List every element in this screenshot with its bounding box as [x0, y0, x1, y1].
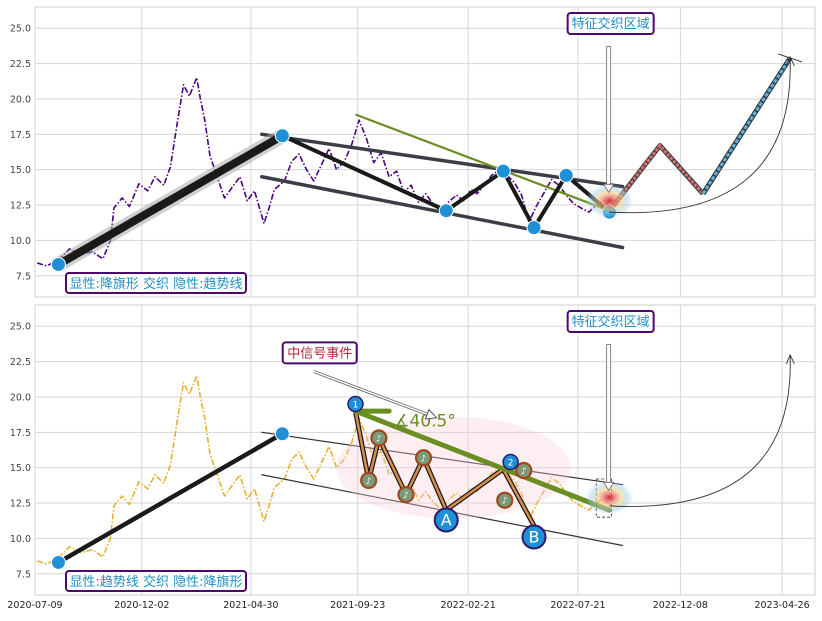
green-flag-line	[352, 408, 612, 513]
zone-label: 特征交织区域	[572, 314, 650, 330]
interweave-zone-glow	[585, 183, 634, 218]
note-glyph: ♪	[421, 454, 427, 464]
y-tick-label: 10.0	[10, 534, 31, 545]
projection-curve-arrow	[609, 356, 790, 507]
note-marker	[414, 449, 433, 467]
interweave-zone-glow	[585, 480, 634, 515]
y-tick-label: 7.5	[16, 569, 31, 580]
note-marker	[370, 429, 388, 447]
projection-curve-arrow	[609, 58, 790, 214]
signal-label-box	[281, 341, 358, 365]
price-series-line	[36, 76, 613, 267]
green-trend-line	[355, 113, 610, 212]
projection-red-line	[610, 144, 705, 209]
zone-arrow-shaft	[606, 46, 612, 185]
x-tick-label: 2022-07-21	[550, 600, 605, 611]
trend-point-marker	[274, 426, 290, 442]
pattern-label-box	[65, 570, 247, 592]
projection-blue-line	[701, 57, 792, 195]
price-series-line	[36, 374, 613, 565]
note-glyph: ♪	[366, 477, 372, 487]
wave-point-marker	[495, 163, 511, 179]
wave-point-marker	[558, 167, 574, 183]
event-point-label: 2	[508, 459, 514, 469]
note-glyph: ♪	[502, 497, 508, 507]
wave-point-marker	[50, 256, 66, 272]
event-point-marker	[347, 395, 364, 413]
note-marker	[360, 471, 378, 490]
y-tick-label: 20.0	[10, 94, 31, 105]
note-marker	[496, 491, 514, 509]
x-tick-label: 2022-02-21	[441, 600, 496, 611]
y-tick-label: 25.0	[10, 24, 31, 35]
x-tick-label: 2023-04-26	[754, 600, 809, 611]
trend-line	[56, 431, 285, 565]
x-tick-label: 2020-07-09	[7, 600, 62, 611]
flag-highlight-ellipse	[336, 416, 571, 519]
wave-point-marker	[438, 203, 454, 219]
y-tick-label: 20.0	[10, 392, 31, 403]
y-tick-label: 10.0	[10, 236, 31, 247]
key-point-label: B	[529, 528, 540, 547]
note-glyph: ♪	[521, 467, 527, 477]
wave-zigzag-line	[281, 133, 611, 230]
x-tick-label: 2020-12-02	[114, 600, 169, 611]
x-tick-label: 2021-09-23	[330, 600, 385, 611]
note-marker	[397, 485, 415, 504]
zone-arrow-head	[602, 481, 615, 492]
zone-arrow-shaft	[606, 344, 612, 483]
y-tick-label: 15.0	[10, 165, 31, 176]
event-point-marker	[502, 453, 519, 471]
key-point-marker	[521, 524, 547, 550]
trend-point-marker	[50, 554, 66, 570]
note-glyph: ♪	[403, 491, 409, 501]
zone-label: 特征交织区域	[572, 16, 650, 32]
zone-label-box	[566, 310, 655, 333]
y-tick-label: 12.5	[10, 201, 31, 212]
signal-label: 中信号事件	[287, 346, 352, 361]
y-tick-label: 22.5	[10, 59, 31, 70]
key-point-label: A	[441, 511, 452, 530]
y-tick-label: 7.5	[16, 271, 31, 282]
wave-point-marker	[526, 220, 542, 236]
zone-label-box	[566, 12, 655, 35]
event-point-label: 1	[353, 401, 359, 411]
signal-arrow-head	[424, 408, 438, 420]
note-marker	[515, 461, 533, 480]
y-tick-label: 12.5	[10, 499, 31, 510]
channel-upper-line	[261, 431, 624, 486]
bottom-panel: 7.5 10.0 12.5 15.0 17.5 20.0 22.5 25.0 2020-07-0…	[7, 304, 816, 611]
y-tick-label: 17.5	[10, 428, 31, 439]
plot-area	[34, 6, 816, 298]
angle-label: ∡40.5°	[394, 412, 456, 432]
zone-arrow-head	[602, 183, 615, 194]
top-panel: 7.5 10.0 12.5 15.0 17.5 20.0 22.5 25.0 特征交织区域显性:…	[10, 6, 816, 298]
x-tick-label: 2021-04-30	[223, 600, 278, 611]
y-tick-label: 22.5	[10, 357, 31, 368]
pattern-label: 显性:降旗形 交织 隐性:趋势线	[69, 276, 242, 292]
wave-segment-major	[54, 131, 287, 269]
zone-dashed-box	[595, 478, 612, 518]
signal-arrow-shaft	[313, 370, 435, 418]
y-tick-label: 17.5	[10, 130, 31, 141]
pattern-label-box	[65, 272, 247, 294]
note-glyph: ♪	[376, 434, 382, 444]
key-point-marker	[433, 507, 459, 533]
y-tick-label: 15.0	[10, 463, 31, 474]
x-tick-label: 2022-12-08	[653, 600, 708, 611]
y-tick-label: 25.0	[10, 322, 31, 333]
wave-point-marker	[274, 128, 290, 144]
pattern-label: 显性:趋势线 交织 隐性:降旗形	[69, 574, 242, 590]
